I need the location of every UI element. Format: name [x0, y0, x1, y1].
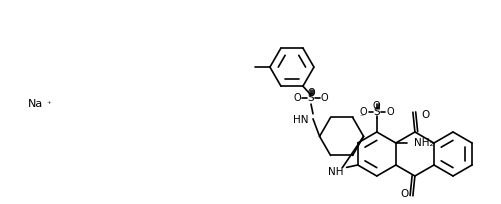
Text: NH: NH	[327, 167, 343, 177]
Text: O: O	[320, 93, 328, 103]
Text: O: O	[420, 110, 428, 120]
Text: O: O	[386, 107, 394, 117]
Text: Na: Na	[28, 99, 43, 109]
Text: O: O	[400, 189, 408, 199]
Text: O: O	[307, 88, 314, 98]
Text: ⁻: ⁻	[359, 112, 363, 121]
Text: S: S	[373, 107, 379, 117]
Text: S: S	[307, 93, 314, 103]
Text: O: O	[372, 101, 380, 111]
Text: ⁺: ⁺	[46, 100, 51, 109]
Text: NH₂: NH₂	[413, 138, 433, 148]
Text: O: O	[293, 93, 301, 103]
Text: HN: HN	[293, 115, 309, 125]
Text: O: O	[358, 107, 366, 117]
